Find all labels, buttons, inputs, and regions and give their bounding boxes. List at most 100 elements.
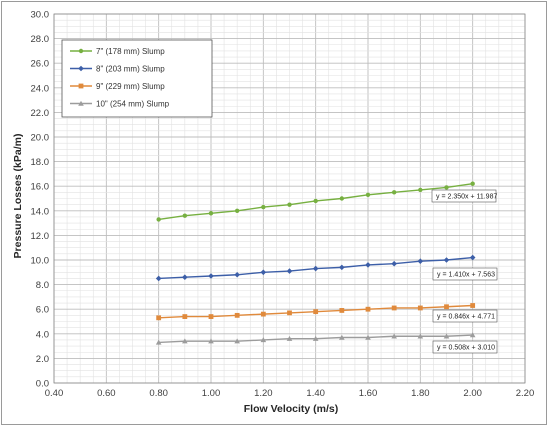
y-axis-title: Pressure Losses (kPa/m) (12, 134, 24, 259)
y-tick-label: 0.0 (36, 379, 49, 390)
y-tick-label: 2.0 (36, 354, 49, 365)
data-point-diamond (208, 273, 214, 279)
trendline-equation-1: y = 2.350x + 11.987 (431, 189, 497, 203)
data-point-square (287, 310, 292, 316)
data-point-triangle (234, 338, 240, 344)
x-tick-label: 0.40 (45, 388, 64, 399)
series-2 (155, 254, 476, 282)
equation-box (432, 309, 498, 323)
data-point-triangle (182, 338, 188, 344)
data-point-square (182, 314, 188, 319)
y-tick-label: 12.0 (31, 231, 50, 242)
data-point-circle (418, 187, 423, 193)
data-point-diamond (391, 260, 397, 267)
trendline-equation-3: y = 0.846x + 4.771 (432, 309, 498, 323)
x-tick-label: 2.20 (516, 388, 535, 399)
y-tick-label: 4.0 (36, 329, 49, 340)
x-tick-label: 1.00 (202, 388, 221, 399)
y-tick-label: 6.0 (36, 305, 49, 316)
y-tick-label: 28.0 (31, 34, 50, 45)
data-point-diamond (312, 265, 319, 272)
y-tick-label: 16.0 (31, 182, 50, 193)
series-4 (155, 332, 476, 345)
legend-label: 9" (229 mm) Slump (96, 82, 165, 91)
data-point-diamond (339, 264, 345, 271)
legend-item-1: 7" (178 mm) Slump (70, 47, 165, 56)
data-point-square (208, 314, 214, 319)
data-point-triangle (155, 339, 162, 345)
data-point-diamond (234, 271, 240, 278)
equation-text: y = 2.350x + 11.987 (436, 194, 497, 201)
series-3 (156, 303, 476, 321)
data-point-circle (208, 211, 214, 216)
data-point-triangle (260, 337, 267, 343)
data-point-triangle (339, 334, 345, 340)
data-point-triangle (312, 335, 319, 341)
equation-box (432, 340, 498, 354)
data-point-triangle (443, 333, 450, 339)
legend-item-2: 8" (203 mm) Slump (70, 65, 165, 74)
data-point-triangle (391, 333, 397, 339)
trendline-equation-4: y = 0.508x + 3.010 (432, 340, 498, 354)
legend-label: 7" (178 mm) Slump (96, 47, 165, 56)
equation-text: y = 1.410x + 7.563 (437, 272, 495, 279)
data-point-diamond (443, 257, 450, 263)
y-tick-label: 20.0 (31, 133, 50, 144)
equation-box (432, 267, 498, 281)
x-tick-label: 1.20 (254, 388, 273, 399)
data-point-square (365, 306, 371, 312)
y-tick-label: 22.0 (31, 108, 50, 119)
data-point-circle (470, 181, 475, 186)
data-point-diamond (182, 274, 188, 281)
y-tick-label: 18.0 (31, 157, 50, 168)
data-point-square (339, 308, 345, 313)
data-point-circle (313, 198, 318, 204)
data-point-circle (182, 213, 188, 218)
legend-box: 7" (178 mm) Slump 8" (203 mm) Slump 9" (22… (61, 39, 213, 118)
data-point-diamond (155, 275, 162, 282)
x-tick-label: 2.00 (463, 388, 482, 399)
equation-box (431, 189, 497, 203)
data-point-diamond (78, 65, 84, 72)
axes: 0.40 0.60 0.80 1.00 1.20 1.40 1.60 1.80 2.00 2.20… (31, 10, 535, 400)
x-tick-label: 0.60 (97, 388, 116, 399)
data-point-square (391, 305, 397, 311)
data-point-square (156, 315, 162, 321)
data-point-circle (287, 202, 292, 207)
legend-item-3: 9" (229 mm) Slump (70, 82, 165, 91)
data-point-circle (78, 48, 84, 54)
data-point-triangle (469, 332, 476, 338)
equation-text: y = 0.508x + 3.010 (437, 345, 495, 352)
legend-label: 10" (254 mm) Slump (96, 100, 170, 109)
legend-item-4: 10" (254 mm) Slump (70, 100, 170, 109)
data-point-square (78, 83, 84, 89)
series-1 (156, 181, 475, 222)
y-tick-label: 14.0 (31, 206, 50, 217)
x-tick-label: 0.80 (149, 388, 168, 399)
y-tick-label: 8.0 (36, 280, 49, 291)
data-point-triangle (286, 335, 293, 341)
data-point-triangle (78, 100, 84, 106)
data-point-diamond (260, 269, 267, 276)
data-point-diamond (417, 258, 424, 265)
x-tick-label: 1.60 (359, 388, 378, 399)
x-axis-title: Flow Velocity (m/s) (244, 403, 339, 415)
data-point-circle (156, 217, 161, 222)
trendline-equation-2: y = 1.410x + 7.563 (432, 267, 498, 281)
data-point-circle (261, 204, 266, 210)
equation-labels: y = 2.350x + 11.987 y = 1.410x + 7.563 y =… (431, 189, 498, 354)
y-tick-label: 10.0 (31, 256, 50, 267)
y-tick-label: 26.0 (31, 59, 50, 70)
data-point-triangle (417, 333, 424, 339)
data-point-square (444, 304, 449, 310)
data-point-triangle (365, 334, 371, 340)
legend-label: 8" (203 mm) Slump (96, 65, 165, 74)
data-point-circle (339, 196, 345, 201)
equation-text: y = 0.846x + 4.771 (437, 314, 495, 321)
data-point-diamond (469, 254, 476, 261)
x-tick-label: 1.40 (306, 388, 325, 399)
data-point-circle (444, 185, 449, 190)
y-tick-label: 30.0 (31, 10, 50, 21)
series-layer (155, 181, 476, 345)
